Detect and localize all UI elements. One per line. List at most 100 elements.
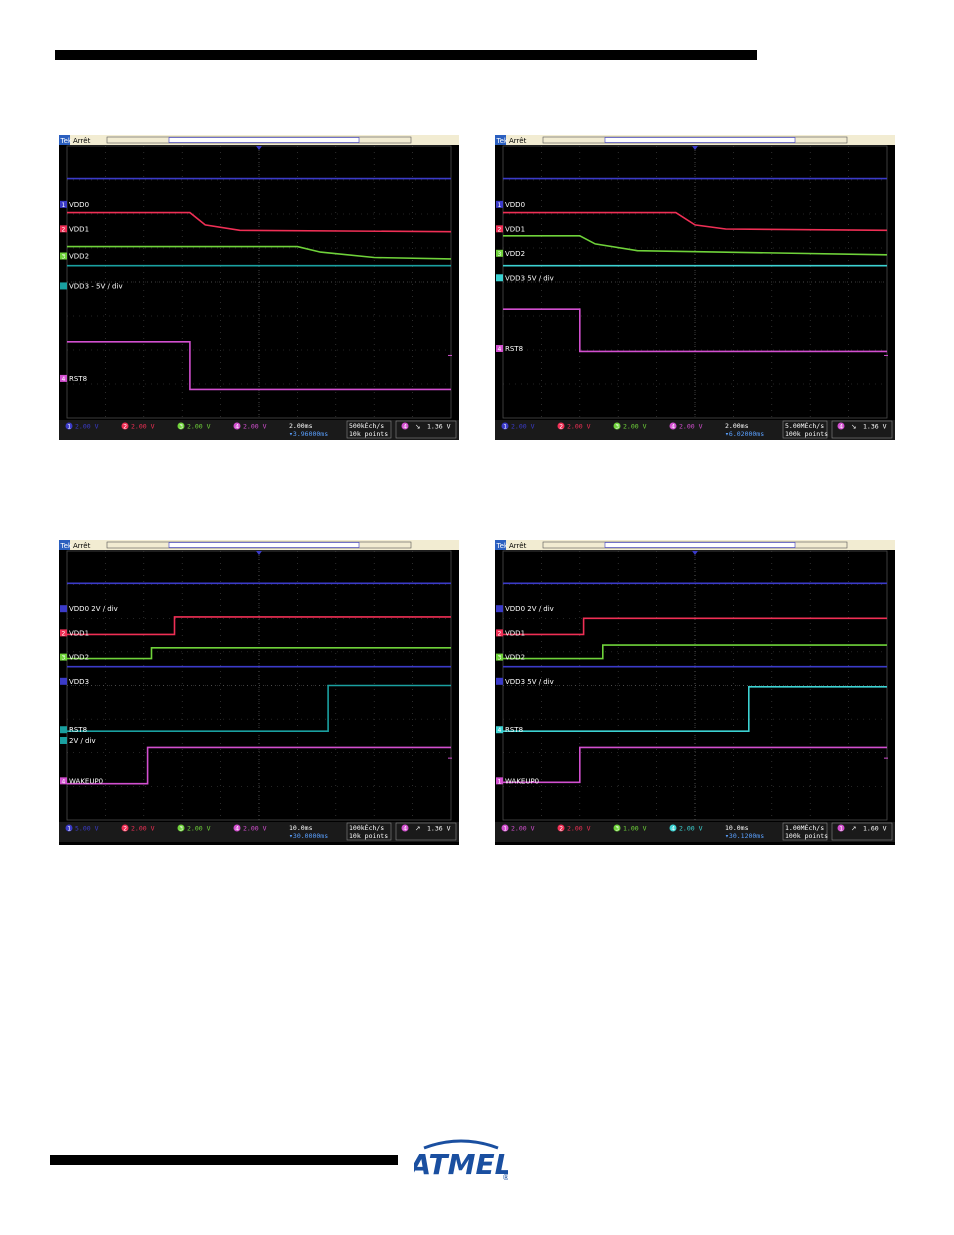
atmel-logo: ATMEL ®	[408, 1138, 512, 1184]
record-length: 10k points	[349, 430, 388, 438]
signal-label: VDD1	[69, 225, 89, 233]
trigger-channel: 4	[403, 825, 407, 832]
trace-2	[503, 617, 887, 636]
status-channel-number: 1	[503, 825, 507, 832]
trigger-channel-badge	[837, 422, 845, 430]
trace-2	[503, 211, 888, 232]
trigger-channel-badge	[401, 422, 409, 430]
trigger-slope: ↘	[415, 423, 420, 431]
status-channel-badge	[501, 422, 509, 430]
signal-label: WAKEUP0	[505, 777, 539, 785]
status-channel-number: 2	[559, 423, 563, 430]
signal-label: RST8	[505, 345, 523, 353]
signal-label: VDD2	[505, 250, 525, 258]
status-channel-scale: 2.00 V	[679, 423, 703, 431]
tek-badge	[59, 540, 70, 550]
channel-marker-number: 3	[498, 655, 502, 662]
status-bar	[59, 420, 459, 440]
status-channel-scale: 2.00 V	[511, 825, 535, 833]
record-length: 10k points	[349, 832, 388, 840]
header-rule	[55, 50, 757, 60]
trigger-channel: 4	[403, 423, 407, 430]
sample-rate: 100kÉch/s	[349, 823, 384, 832]
trace-3	[503, 644, 887, 660]
graticule	[502, 550, 888, 821]
channel-marker	[60, 726, 67, 734]
trace-6	[67, 746, 451, 785]
channel-marker	[60, 252, 67, 260]
record-view-bar	[542, 136, 848, 144]
status-channel-scale: 2.00 V	[511, 423, 535, 431]
channel-marker	[60, 653, 67, 661]
status-bar	[59, 822, 459, 842]
timebase: 2.00ms	[725, 422, 749, 430]
trace-5	[67, 341, 451, 391]
channel-marker-number: 1	[498, 202, 502, 209]
trigger-level: 1.36 V	[863, 423, 887, 431]
signal-label: RST8	[69, 375, 87, 383]
trigger-slope: ↗	[851, 825, 856, 833]
trigger-position-marker	[692, 551, 698, 555]
channel-marker-number: 3	[498, 251, 502, 258]
signal-label: VDD2	[69, 654, 89, 662]
trigger-delay: ▾30.1200ms	[725, 832, 764, 840]
status-channel-number: 1	[67, 423, 71, 430]
signal-label: VDD2	[505, 654, 525, 662]
channel-marker-number: 3	[62, 655, 66, 662]
status-channel-number: 4	[671, 825, 675, 832]
signal-label: VDD3 5V / div	[505, 678, 554, 686]
status-channel-scale: 2.00 V	[567, 825, 591, 833]
tek-badge	[495, 135, 506, 145]
trigger-channel-badge	[837, 824, 845, 832]
channel-marker-number: 4	[498, 346, 502, 353]
record-length: 100k points	[785, 832, 828, 840]
status-channel-badge	[557, 824, 565, 832]
status-channel-scale: 2.00 V	[75, 423, 99, 431]
status-channel-number: 4	[671, 423, 675, 430]
channel-marker	[60, 629, 67, 637]
channel-marker-number: 4	[62, 376, 66, 383]
status-channel-badge	[613, 422, 621, 430]
signal-label: VDD1	[69, 629, 89, 637]
channel-marker-number: 2	[62, 226, 66, 233]
record-window	[604, 137, 796, 143]
timebase: 10.0ms	[725, 824, 749, 832]
trigger-position-marker	[692, 146, 698, 150]
footer-rule	[50, 1155, 398, 1165]
trace-2	[67, 616, 451, 636]
trigger-level: 1.36 V	[427, 423, 451, 431]
status-channel-badge	[233, 824, 241, 832]
channel-marker-number: 2	[62, 630, 66, 637]
trace-3	[503, 235, 888, 256]
status-channel-number: 4	[235, 423, 239, 430]
trigger-delay: ▾30.0000ms	[289, 832, 328, 840]
channel-marker	[496, 345, 503, 352]
status-channel-badge	[501, 824, 509, 832]
channel-marker	[60, 282, 67, 290]
channel-marker	[60, 225, 67, 233]
scope-screenshot-b: Tek Arrêt 1 VDD0 2 VDD1 3 VDD2 VDD3 5V / div 4 RST…	[495, 135, 895, 440]
signal-label: VDD1	[505, 629, 525, 637]
timebase: 2.00ms	[289, 422, 313, 430]
tek-badge	[59, 135, 70, 145]
trace-3	[67, 245, 452, 260]
status-channel-badge	[65, 422, 73, 430]
signal-label: RST8	[69, 726, 87, 734]
status-channel-badge	[177, 422, 185, 430]
graticule	[66, 145, 452, 419]
channel-marker-number: 1	[498, 778, 502, 785]
signal-label: VDD0	[505, 201, 525, 209]
tek-brand: Tek	[60, 542, 73, 550]
status-bar	[495, 822, 895, 842]
signal-label: VDD0 2V / div	[505, 605, 554, 613]
timebase: 10.0ms	[289, 824, 313, 832]
status-channel-badge	[121, 824, 129, 832]
channel-marker	[496, 677, 503, 685]
trace-6	[503, 746, 887, 784]
channel-marker	[496, 249, 503, 257]
status-channel-number: 2	[123, 825, 127, 832]
tek-badge	[495, 540, 506, 550]
signal-label: WAKEUP0	[69, 777, 103, 785]
trace-2	[67, 211, 452, 233]
channel-marker-number: 1	[62, 202, 66, 209]
